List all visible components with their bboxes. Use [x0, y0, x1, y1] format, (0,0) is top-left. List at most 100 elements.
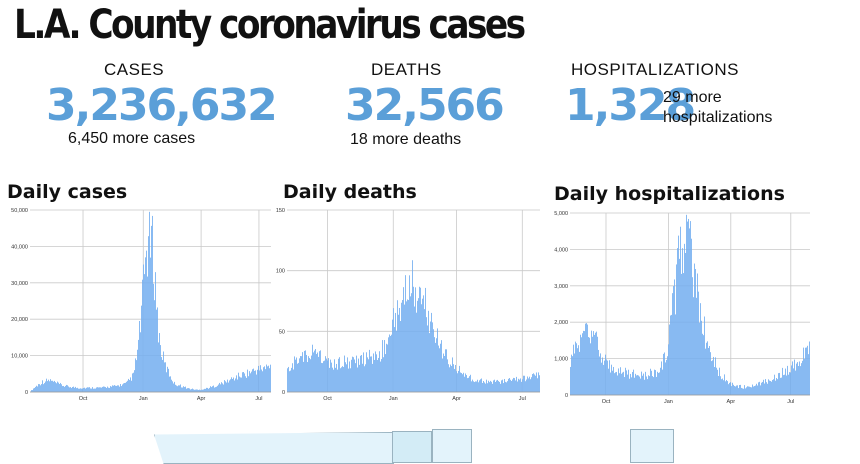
bar — [354, 359, 355, 392]
bar — [381, 359, 382, 392]
bar — [713, 356, 714, 395]
bar — [699, 322, 700, 395]
bar — [657, 371, 658, 395]
bar — [359, 364, 360, 392]
bar — [685, 252, 686, 395]
bar — [93, 388, 94, 392]
bar — [667, 356, 668, 395]
bar — [694, 263, 695, 395]
bar — [171, 379, 172, 392]
bar — [339, 357, 340, 392]
bar — [190, 389, 191, 392]
bar — [307, 362, 308, 392]
bar — [330, 359, 331, 392]
bar — [262, 371, 263, 392]
bar — [357, 367, 358, 392]
bar — [366, 352, 367, 392]
bar — [118, 385, 119, 392]
bar — [58, 382, 59, 392]
bar — [316, 354, 317, 392]
bar — [254, 370, 255, 392]
bar — [101, 387, 102, 392]
bar — [656, 376, 657, 395]
bar — [371, 356, 372, 392]
bar — [199, 389, 200, 392]
bar — [516, 376, 517, 392]
bar — [686, 214, 687, 395]
bar — [658, 372, 659, 395]
bar — [293, 369, 294, 392]
x-tick-label: Oct — [323, 396, 332, 402]
bar — [528, 378, 529, 392]
bar — [497, 379, 498, 392]
bar — [148, 236, 149, 392]
bar — [779, 372, 780, 395]
x-tick-label: Jan — [664, 399, 673, 405]
bar — [222, 383, 223, 392]
bar — [512, 379, 513, 392]
bar — [178, 385, 179, 392]
bar — [520, 378, 521, 392]
bar — [579, 351, 580, 395]
bar — [331, 362, 332, 392]
bar — [507, 381, 508, 392]
bar — [86, 387, 87, 392]
bar — [575, 341, 576, 395]
deaths-value: 32,566 — [345, 80, 505, 131]
bar — [581, 337, 582, 395]
bar — [475, 381, 476, 392]
bar — [469, 376, 470, 392]
bar — [610, 372, 611, 395]
bar — [726, 380, 727, 395]
bar — [529, 376, 530, 392]
bar — [706, 342, 707, 395]
bar — [255, 370, 256, 392]
bar — [665, 362, 666, 395]
bar — [785, 368, 786, 395]
bar — [613, 366, 614, 395]
bar — [233, 377, 234, 392]
y-tick-label: 10,000 — [11, 354, 28, 360]
bar — [632, 371, 633, 395]
bar — [727, 381, 728, 395]
bar — [409, 275, 410, 392]
bar — [100, 387, 101, 392]
bar — [778, 373, 779, 395]
bar — [51, 380, 52, 392]
bar — [499, 381, 500, 392]
bar — [211, 387, 212, 392]
bar — [759, 381, 760, 395]
bar — [301, 356, 302, 392]
bar — [444, 356, 445, 392]
bar — [420, 287, 421, 392]
bar — [751, 387, 752, 395]
bar — [292, 363, 293, 392]
bar — [340, 368, 341, 392]
bar — [522, 379, 523, 392]
bar — [165, 362, 166, 392]
bar — [402, 300, 403, 392]
bar — [201, 389, 202, 392]
bar — [669, 324, 670, 395]
bar — [152, 215, 153, 392]
bar — [474, 382, 475, 392]
bar — [446, 349, 447, 392]
bar — [184, 387, 185, 392]
bar — [210, 386, 211, 392]
bar — [524, 375, 525, 392]
bar — [757, 385, 758, 395]
bar — [609, 360, 610, 395]
bar — [537, 378, 538, 392]
bar — [503, 383, 504, 392]
bar — [185, 386, 186, 392]
bar — [392, 319, 393, 392]
bar — [436, 338, 437, 392]
bar — [749, 386, 750, 395]
bar — [218, 384, 219, 392]
bar — [746, 387, 747, 395]
bar — [324, 360, 325, 392]
bar — [206, 387, 207, 392]
cases-change: 6,450 more cases — [68, 130, 196, 147]
bar — [113, 385, 114, 392]
bar — [110, 386, 111, 392]
